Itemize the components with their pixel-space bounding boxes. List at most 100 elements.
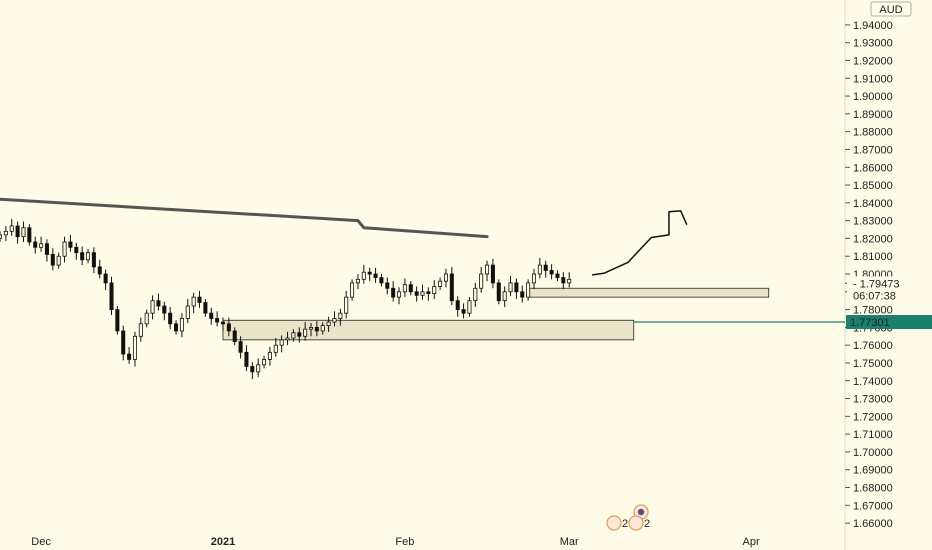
candle-body — [438, 280, 443, 287]
candle-body — [467, 300, 472, 314]
candle-body — [232, 330, 237, 343]
candle-body — [473, 287, 478, 302]
currency-label-box[interactable] — [870, 1, 912, 17]
y-tick-label: 1.91000 — [853, 73, 893, 85]
flag-icon — [637, 508, 645, 516]
candle-body — [209, 312, 214, 319]
y-tick-label: 1.76000 — [853, 340, 893, 352]
y-tick-label: 1.71000 — [853, 429, 893, 441]
candle-body — [68, 241, 73, 248]
currency-label: AUD — [879, 4, 902, 16]
candle-body — [414, 291, 419, 296]
candle-body — [479, 273, 484, 289]
candle-body — [314, 326, 319, 332]
candle-body — [285, 337, 290, 341]
candle-body — [262, 359, 267, 366]
candle-body — [432, 286, 437, 294]
candle-body — [402, 284, 407, 293]
candle-body — [150, 300, 155, 314]
y-tick-label: 1.69000 — [853, 465, 893, 477]
candle-body — [256, 364, 261, 373]
candle-body — [397, 291, 402, 298]
candle-body — [373, 273, 378, 278]
y-tick-label: 1.92000 — [853, 55, 893, 67]
candle-body — [91, 252, 96, 268]
candle-body — [502, 291, 507, 302]
candle-body — [549, 270, 554, 275]
candle-body — [132, 335, 137, 360]
candle-body — [162, 305, 167, 314]
candle-body — [332, 318, 337, 323]
candle-body — [203, 302, 208, 314]
candle-body — [496, 282, 501, 302]
y-tick-label: 1.83000 — [853, 216, 893, 228]
event-badge-right[interactable] — [628, 515, 644, 531]
level-price-label-bg[interactable] — [846, 315, 932, 330]
candle-body — [144, 312, 149, 325]
candle-body — [50, 254, 55, 266]
candle-body — [197, 296, 202, 303]
y-tick-label: 1.78000 — [853, 305, 893, 317]
projection-arrow[interactable] — [591, 210, 688, 276]
candle-body — [420, 291, 425, 296]
candle-body — [367, 271, 372, 275]
candle-body — [179, 318, 184, 332]
y-tick-label: 1.82000 — [853, 233, 893, 245]
x-tick-label: Mar — [560, 536, 579, 548]
x-tick-label: Apr — [743, 536, 760, 548]
candle-body — [291, 332, 296, 339]
y-tick-label: 1.88000 — [853, 127, 893, 139]
candle-body — [97, 266, 102, 275]
y-tick-label: 1.66000 — [853, 518, 893, 530]
candle-body — [508, 282, 513, 293]
candle-body — [168, 312, 173, 325]
candle-body — [62, 241, 67, 257]
y-tick-label: 1.75000 — [853, 358, 893, 370]
candle-body — [490, 264, 495, 284]
support-zone[interactable] — [222, 319, 635, 341]
candle-body — [267, 351, 272, 360]
candle-body — [138, 323, 143, 337]
candle-body — [320, 325, 325, 332]
candle-body — [297, 332, 302, 337]
candle-body — [520, 291, 525, 298]
candle-body — [9, 225, 14, 232]
candle-body — [326, 321, 331, 327]
candle-body — [15, 225, 20, 238]
y-tick-label: 1.67000 — [853, 500, 893, 512]
candle-body — [220, 321, 225, 325]
candle-body — [350, 282, 355, 298]
candle-body — [461, 309, 466, 314]
y-tick-label: 1.84000 — [853, 198, 893, 210]
candle-body — [27, 227, 32, 243]
x-tick-label: Feb — [395, 536, 414, 548]
event-badge-count: 2 — [622, 518, 628, 530]
candle-body — [279, 339, 284, 346]
candle-body — [526, 282, 531, 298]
candle-body — [86, 252, 91, 261]
candle-body — [443, 273, 448, 282]
candle-body — [408, 284, 413, 293]
candle-body — [109, 282, 114, 310]
candle-body — [44, 243, 49, 255]
candle-body — [449, 273, 454, 302]
y-tick-label: 1.81000 — [853, 251, 893, 263]
candle-body — [250, 366, 255, 373]
y-tick-label: 1.89000 — [853, 109, 893, 121]
last-price-value: - 1.79473 — [853, 278, 899, 290]
y-tick-label: 1.94000 — [853, 20, 893, 32]
y-tick-label: 1.85000 — [853, 180, 893, 192]
candle-body — [156, 300, 161, 307]
candle-body — [21, 227, 26, 238]
y-tick-label: 1.68000 — [853, 483, 893, 495]
support-zone[interactable] — [527, 287, 770, 298]
trendline[interactable] — [0, 197, 489, 239]
candle-body — [514, 282, 519, 293]
event-badge-left[interactable] — [606, 515, 622, 531]
candle-body — [303, 328, 308, 337]
candle-body — [455, 300, 460, 310]
candle-body — [485, 264, 490, 275]
candle-body — [244, 351, 249, 367]
